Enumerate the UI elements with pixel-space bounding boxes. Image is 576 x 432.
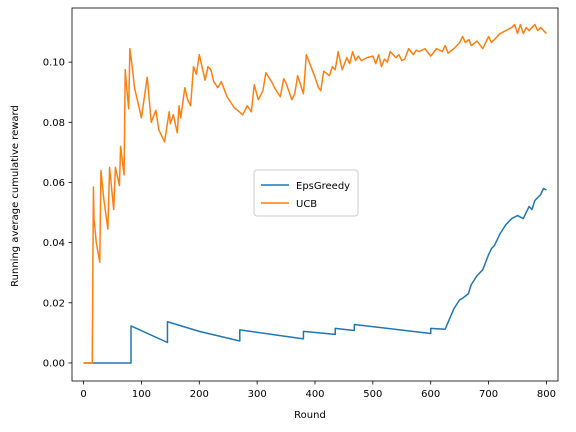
x-tick-label: 0 [80, 389, 86, 400]
x-tick-label: 300 [248, 389, 267, 400]
y-tick-label: 0.02 [43, 298, 65, 309]
x-tick-label: 700 [479, 389, 498, 400]
x-tick-label: 500 [363, 389, 382, 400]
x-tick-label: 200 [190, 389, 209, 400]
y-axis-label: Running average cumulative reward [10, 105, 21, 287]
y-tick-label: 0.06 [43, 178, 65, 189]
x-tick-label: 100 [132, 389, 151, 400]
legend-label-epsgreedy: EpsGreedy [296, 181, 350, 192]
legend-label-ucb: UCB [296, 199, 317, 210]
y-tick-label: 0.10 [43, 58, 65, 69]
y-tick-label: 0.04 [43, 238, 65, 249]
x-axis-label: Round [294, 410, 326, 421]
y-tick-label: 0.00 [43, 358, 65, 369]
x-tick-label: 400 [305, 389, 324, 400]
x-tick-label: 800 [537, 389, 556, 400]
y-tick-label: 0.08 [43, 118, 65, 129]
legend: EpsGreedy UCB [254, 170, 358, 216]
x-tick-label: 600 [421, 389, 440, 400]
